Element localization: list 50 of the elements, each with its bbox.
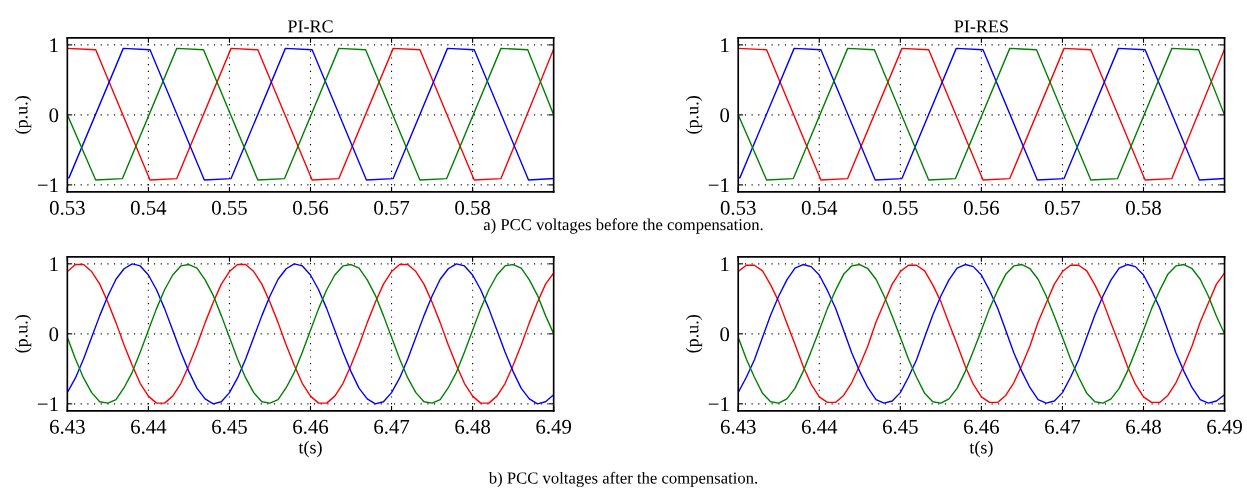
text: b) PCC voltages after the compensation. — [488, 471, 758, 488]
y-tick-label: −1 — [37, 178, 58, 193]
x-tick-label: 6.49 — [536, 419, 572, 434]
x-tick-label: 6.45 — [883, 419, 918, 434]
x-tick-label: 6.46 — [964, 419, 999, 434]
x-tick-label: 6.43 — [720, 419, 756, 434]
x-tick-label: 0.55 — [212, 200, 247, 215]
y-axis-title: (p.u.) — [685, 315, 703, 353]
y-tick-label: 0 — [720, 327, 730, 342]
x-tick-label: 6.47 — [374, 419, 410, 434]
x-tick-label: 0.54 — [801, 200, 838, 215]
x-tick-label: 6.49 — [1207, 419, 1242, 434]
x-tick-label: 6.48 — [1126, 419, 1161, 434]
chart-title: PI-RC — [287, 20, 333, 33]
y-tick-label: 1 — [50, 38, 58, 53]
x-tick-label: 6.44 — [801, 419, 838, 434]
x-axis-title: t(s) — [969, 440, 993, 458]
x-tick-label: 6.47 — [1045, 419, 1081, 434]
x-tick-label: 0.53 — [49, 200, 85, 215]
x-tick-label: 0.58 — [455, 200, 491, 215]
x-tick-label: 6.45 — [212, 419, 247, 434]
line-series — [738, 47, 1225, 181]
x-tick-label: 0.55 — [882, 200, 918, 215]
x-tick-label: 0.56 — [963, 200, 999, 215]
y-axis-title: (p.u.) — [14, 96, 32, 134]
y-tick-label: 0 — [720, 108, 730, 123]
x-tick-label: 0.56 — [293, 200, 329, 215]
y-tick-label: 1 — [50, 257, 58, 272]
y-axis-title: (p.u.) — [685, 96, 703, 134]
x-tick-label: 6.43 — [50, 419, 85, 434]
y-tick-label: 0 — [49, 327, 59, 342]
x-tick-label: 6.48 — [455, 419, 491, 434]
x-tick-label: 0.58 — [1126, 200, 1161, 215]
y-axis-title: (p.u.) — [14, 315, 32, 353]
x-tick-label: 6.46 — [293, 419, 329, 434]
text: a) PCC voltages before the compensation. — [483, 218, 763, 234]
x-tick-label: 0.57 — [374, 200, 410, 215]
y-tick-label: 1 — [721, 257, 729, 272]
y-tick-label: 1 — [721, 38, 729, 53]
y-tick-label: −1 — [37, 397, 58, 412]
y-tick-label: −1 — [708, 178, 729, 193]
line-series — [67, 47, 554, 181]
x-tick-label: 0.54 — [130, 200, 167, 215]
y-tick-label: 0 — [49, 108, 59, 123]
x-tick-label: 0.53 — [720, 200, 756, 215]
chart-title: PI-RES — [954, 20, 1008, 33]
y-tick-label: −1 — [708, 397, 729, 412]
x-tick-label: 6.44 — [131, 419, 167, 434]
x-tick-label: 0.57 — [1045, 200, 1081, 215]
x-axis-title: t(s) — [298, 440, 322, 458]
